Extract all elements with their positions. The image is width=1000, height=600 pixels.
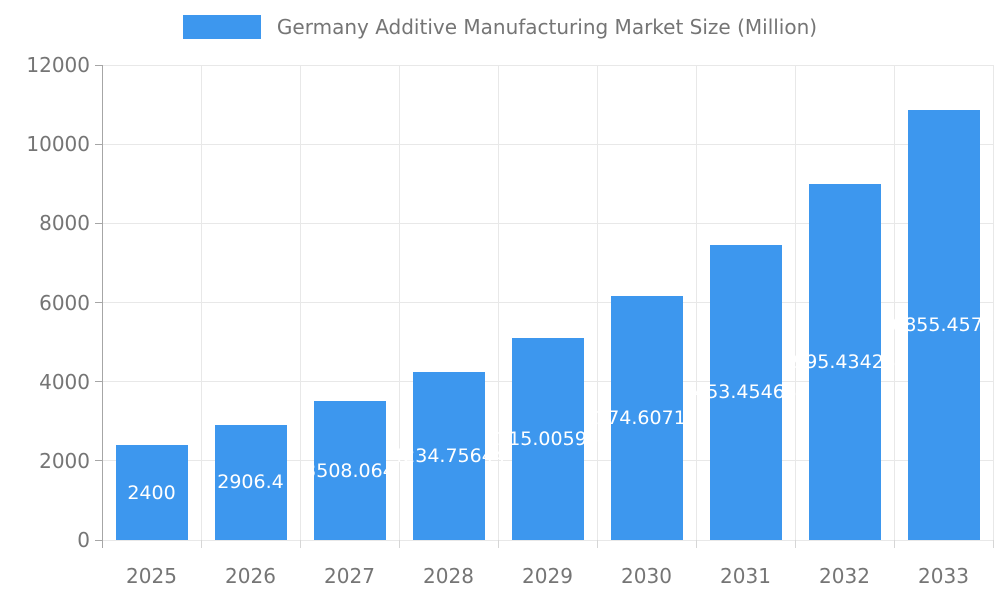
y-axis-tick: [95, 222, 102, 224]
gridline-horizontal: [102, 222, 993, 224]
y-axis-line: [101, 65, 103, 540]
x-axis-tick: [200, 540, 202, 548]
bar-2031[interactable]: [709, 244, 782, 540]
x-tick-label: 2028: [423, 564, 474, 588]
x-tick-label: 2033: [918, 564, 969, 588]
gridline-vertical: [497, 65, 499, 540]
gridline-vertical: [200, 65, 202, 540]
y-axis-tick: [95, 302, 102, 303]
y-tick-label: 4000: [39, 369, 90, 394]
x-axis-tick: [695, 540, 697, 548]
y-axis-tick: [95, 64, 102, 66]
legend-swatch[interactable]: [182, 15, 261, 39]
y-tick-label: 2000: [39, 448, 90, 473]
y-tick-label: 10000: [26, 132, 90, 157]
gridline-vertical: [299, 65, 301, 540]
bar-2029[interactable]: [511, 337, 584, 540]
gridline-horizontal: [102, 64, 993, 66]
y-tick-label: 12000: [26, 53, 90, 77]
x-axis-tick: [299, 540, 301, 548]
x-axis-tick: [497, 540, 499, 548]
x-tick-label: 2031: [720, 564, 771, 588]
x-axis-tick: [893, 540, 895, 548]
x-tick-label: 2030: [621, 564, 672, 588]
x-tick-label: 2032: [819, 564, 870, 588]
y-axis-tick: [95, 381, 102, 383]
x-tick-label: 2026: [225, 564, 276, 588]
legend-label: Germany Additive Manufacturing Market Si…: [276, 15, 818, 39]
gridline-vertical: [596, 65, 598, 540]
gridline-vertical: [992, 65, 994, 540]
gridline-vertical: [695, 65, 697, 540]
x-axis-tick: [794, 540, 796, 548]
bar-2025[interactable]: [115, 445, 188, 540]
gridline-vertical: [893, 65, 895, 540]
y-tick-label: 6000: [39, 290, 90, 315]
x-axis-tick: [398, 540, 400, 548]
x-axis-tick: [992, 540, 994, 548]
bar-2033[interactable]: [907, 110, 980, 540]
bar-2028[interactable]: [412, 372, 485, 540]
bar-2026[interactable]: [214, 424, 287, 540]
chart-legend[interactable]: Germany Additive Manufacturing Market Si…: [0, 15, 1000, 39]
gridline-vertical: [398, 65, 400, 540]
gridline-vertical: [794, 65, 796, 540]
x-tick-label: 2027: [324, 564, 375, 588]
bar-2027[interactable]: [313, 401, 386, 540]
bar-2030[interactable]: [610, 295, 683, 540]
y-axis-tick: [95, 460, 102, 462]
y-tick-label: 8000: [39, 211, 90, 236]
y-tick-label: 0: [77, 528, 90, 552]
gridline-horizontal: [102, 539, 993, 541]
y-axis-tick: [95, 143, 102, 145]
gridline-horizontal: [102, 302, 993, 303]
x-tick-label: 2029: [522, 564, 573, 588]
x-axis-tick: [596, 540, 598, 548]
bar-2032[interactable]: [808, 183, 881, 540]
gridline-horizontal: [102, 143, 993, 145]
y-axis-tick: [95, 539, 102, 541]
x-axis-tick: [101, 540, 103, 548]
x-tick-label: 2025: [126, 564, 177, 588]
